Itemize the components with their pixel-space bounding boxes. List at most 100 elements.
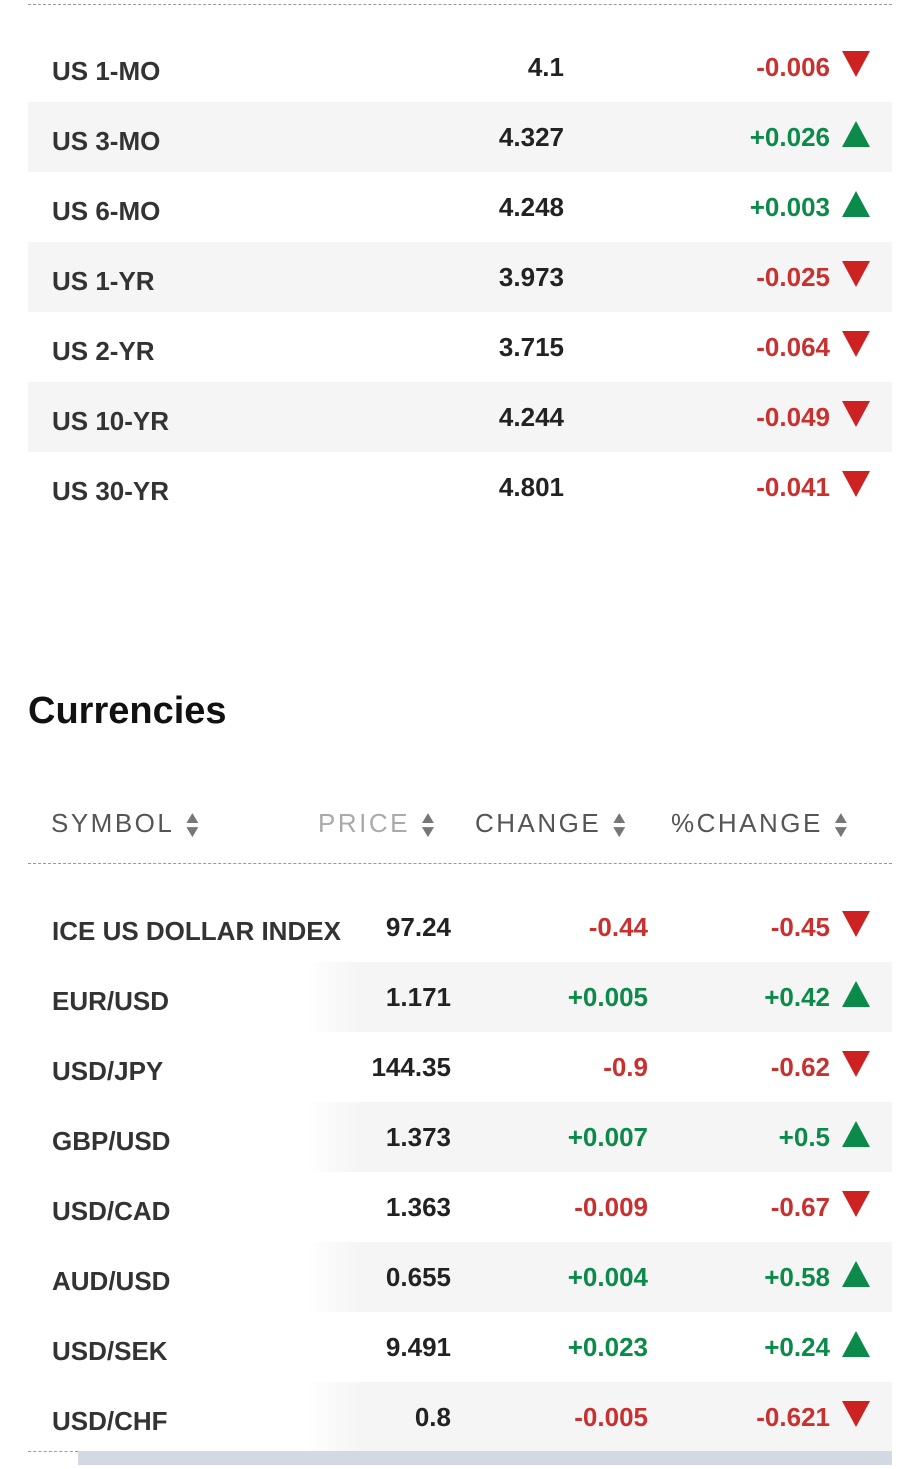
bond-change: -0.064 <box>756 332 830 362</box>
table-row[interactable]: AUD/USD 0.655 +0.004 +0.58 <box>28 1242 892 1312</box>
arrow-down-icon <box>842 1191 870 1217</box>
bond-price: 4.244 <box>498 402 564 432</box>
table-row[interactable]: US 3-MO 4.327 +0.026 <box>28 102 892 172</box>
currency-price: 0.8 <box>414 1402 451 1432</box>
bond-price: 3.973 <box>498 262 564 292</box>
currency-price: 144.35 <box>371 1052 451 1082</box>
bond-price: 4.1 <box>527 52 564 82</box>
sort-icon[interactable] <box>834 810 847 840</box>
arrow-down-icon <box>842 51 870 77</box>
arrow-up-icon <box>842 1261 870 1287</box>
table-row[interactable]: GBP/USD 1.373 +0.007 +0.5 <box>28 1102 892 1172</box>
arrow-up-icon <box>842 191 870 217</box>
currency-change: +0.007 <box>567 1122 648 1152</box>
table-row[interactable]: USD/CHF 0.8 -0.005 -0.621 <box>28 1382 892 1452</box>
column-header-price[interactable]: PRICE <box>318 808 434 840</box>
currency-symbol[interactable]: AUD/USD <box>52 1266 171 1296</box>
currency-price: 9.491 <box>385 1332 451 1362</box>
currency-price: 1.171 <box>385 982 451 1012</box>
bond-change: -0.049 <box>756 402 830 432</box>
bond-symbol[interactable]: US 1-MO <box>52 56 161 86</box>
arrow-down-icon <box>842 261 870 287</box>
currency-pct-change: +0.5 <box>778 1122 830 1152</box>
currency-change: +0.005 <box>567 982 648 1012</box>
currency-symbol[interactable]: GBP/USD <box>52 1126 171 1156</box>
bond-symbol[interactable]: US 10-YR <box>52 406 170 436</box>
currency-pct-change: +0.58 <box>764 1262 830 1292</box>
bond-symbol[interactable]: US 30-YR <box>52 476 170 506</box>
table-row[interactable]: USD/CAD 1.363 -0.009 -0.67 <box>28 1172 892 1242</box>
currency-pct-change: -0.62 <box>770 1052 830 1082</box>
currency-price: 1.373 <box>385 1122 451 1152</box>
currency-symbol[interactable]: USD/CHF <box>52 1406 168 1436</box>
bond-change: +0.026 <box>749 122 830 152</box>
table-row[interactable]: US 6-MO 4.248 +0.003 <box>28 172 892 242</box>
arrow-up-icon <box>842 1331 870 1357</box>
sort-icon[interactable] <box>186 810 199 840</box>
bonds-table: US 1-MO 4.1 -0.006 US 3-MO 4.327 +0.026 … <box>28 32 892 522</box>
bond-change: -0.041 <box>756 472 830 502</box>
table-row[interactable]: US 1-YR 3.973 -0.025 <box>28 242 892 312</box>
currency-pct-change: -0.621 <box>756 1402 830 1432</box>
column-header-label: SYMBOL <box>51 808 175 838</box>
bond-change: -0.006 <box>756 52 830 82</box>
currency-change: +0.023 <box>567 1332 648 1362</box>
currency-change: +0.004 <box>567 1262 648 1292</box>
arrow-down-icon <box>842 471 870 497</box>
bond-symbol[interactable]: US 6-MO <box>52 196 161 226</box>
column-header-label: CHANGE <box>475 808 602 838</box>
currency-change: -0.005 <box>574 1402 648 1432</box>
horizontal-scrollbar[interactable] <box>78 1451 892 1465</box>
arrow-down-icon <box>842 331 870 357</box>
table-bottom-divider <box>28 1451 78 1452</box>
bond-symbol[interactable]: US 1-YR <box>52 266 155 296</box>
arrow-up-icon <box>842 121 870 147</box>
currency-symbol[interactable]: USD/JPY <box>52 1056 164 1086</box>
currency-symbol[interactable]: EUR/USD <box>52 986 170 1016</box>
column-header-change[interactable]: CHANGE <box>475 808 626 840</box>
table-row[interactable]: ICE US DOLLAR INDEX 97.24 -0.44 -0.45 <box>28 892 892 962</box>
currency-change: -0.009 <box>574 1192 648 1222</box>
bond-symbol[interactable]: US 2-YR <box>52 336 155 366</box>
currency-pct-change: -0.67 <box>770 1192 830 1222</box>
bond-change: -0.025 <box>756 262 830 292</box>
bond-price: 4.327 <box>498 122 564 152</box>
currency-price: 97.24 <box>385 912 451 942</box>
currency-pct-change: +0.42 <box>764 982 830 1012</box>
currencies-table: ICE US DOLLAR INDEX 97.24 -0.44 -0.45 EU… <box>28 892 892 1452</box>
sort-icon[interactable] <box>421 810 434 840</box>
table-row[interactable]: USD/JPY 144.35 -0.9 -0.62 <box>28 1032 892 1102</box>
column-header-symbol[interactable]: SYMBOL <box>51 808 199 840</box>
bond-symbol[interactable]: US 3-MO <box>52 126 161 156</box>
header-divider <box>28 863 892 864</box>
sort-icon[interactable] <box>613 810 626 840</box>
table-row[interactable]: EUR/USD 1.171 +0.005 +0.42 <box>28 962 892 1032</box>
table-row[interactable]: US 10-YR 4.244 -0.049 <box>28 382 892 452</box>
section-title: Currencies <box>28 690 227 732</box>
table-top-divider <box>28 4 892 5</box>
table-row[interactable]: USD/SEK 9.491 +0.023 +0.24 <box>28 1312 892 1382</box>
bond-change: +0.003 <box>749 192 830 222</box>
table-row[interactable]: US 30-YR 4.801 -0.041 <box>28 452 892 522</box>
currency-change: -0.44 <box>588 912 648 942</box>
currency-symbol[interactable]: ICE US DOLLAR INDEX <box>52 916 341 946</box>
bond-price: 3.715 <box>498 332 564 362</box>
table-row[interactable]: US 1-MO 4.1 -0.006 <box>28 32 892 102</box>
currency-change: -0.9 <box>603 1052 648 1082</box>
currency-symbol[interactable]: USD/SEK <box>52 1336 168 1366</box>
column-header-pct-change[interactable]: %CHANGE <box>671 808 847 840</box>
arrow-down-icon <box>842 401 870 427</box>
arrow-down-icon <box>842 911 870 937</box>
currency-price: 0.655 <box>385 1262 451 1292</box>
table-header: SYMBOL PRICE CHANGE %CHANGE <box>28 800 892 850</box>
bond-price: 4.248 <box>498 192 564 222</box>
currency-pct-change: -0.45 <box>770 912 830 942</box>
arrow-down-icon <box>842 1401 870 1427</box>
currency-price: 1.363 <box>385 1192 451 1222</box>
currency-symbol[interactable]: USD/CAD <box>52 1196 171 1226</box>
arrow-down-icon <box>842 1051 870 1077</box>
column-header-label: %CHANGE <box>671 808 823 838</box>
currency-pct-change: +0.24 <box>764 1332 830 1362</box>
bond-price: 4.801 <box>498 472 564 502</box>
table-row[interactable]: US 2-YR 3.715 -0.064 <box>28 312 892 382</box>
